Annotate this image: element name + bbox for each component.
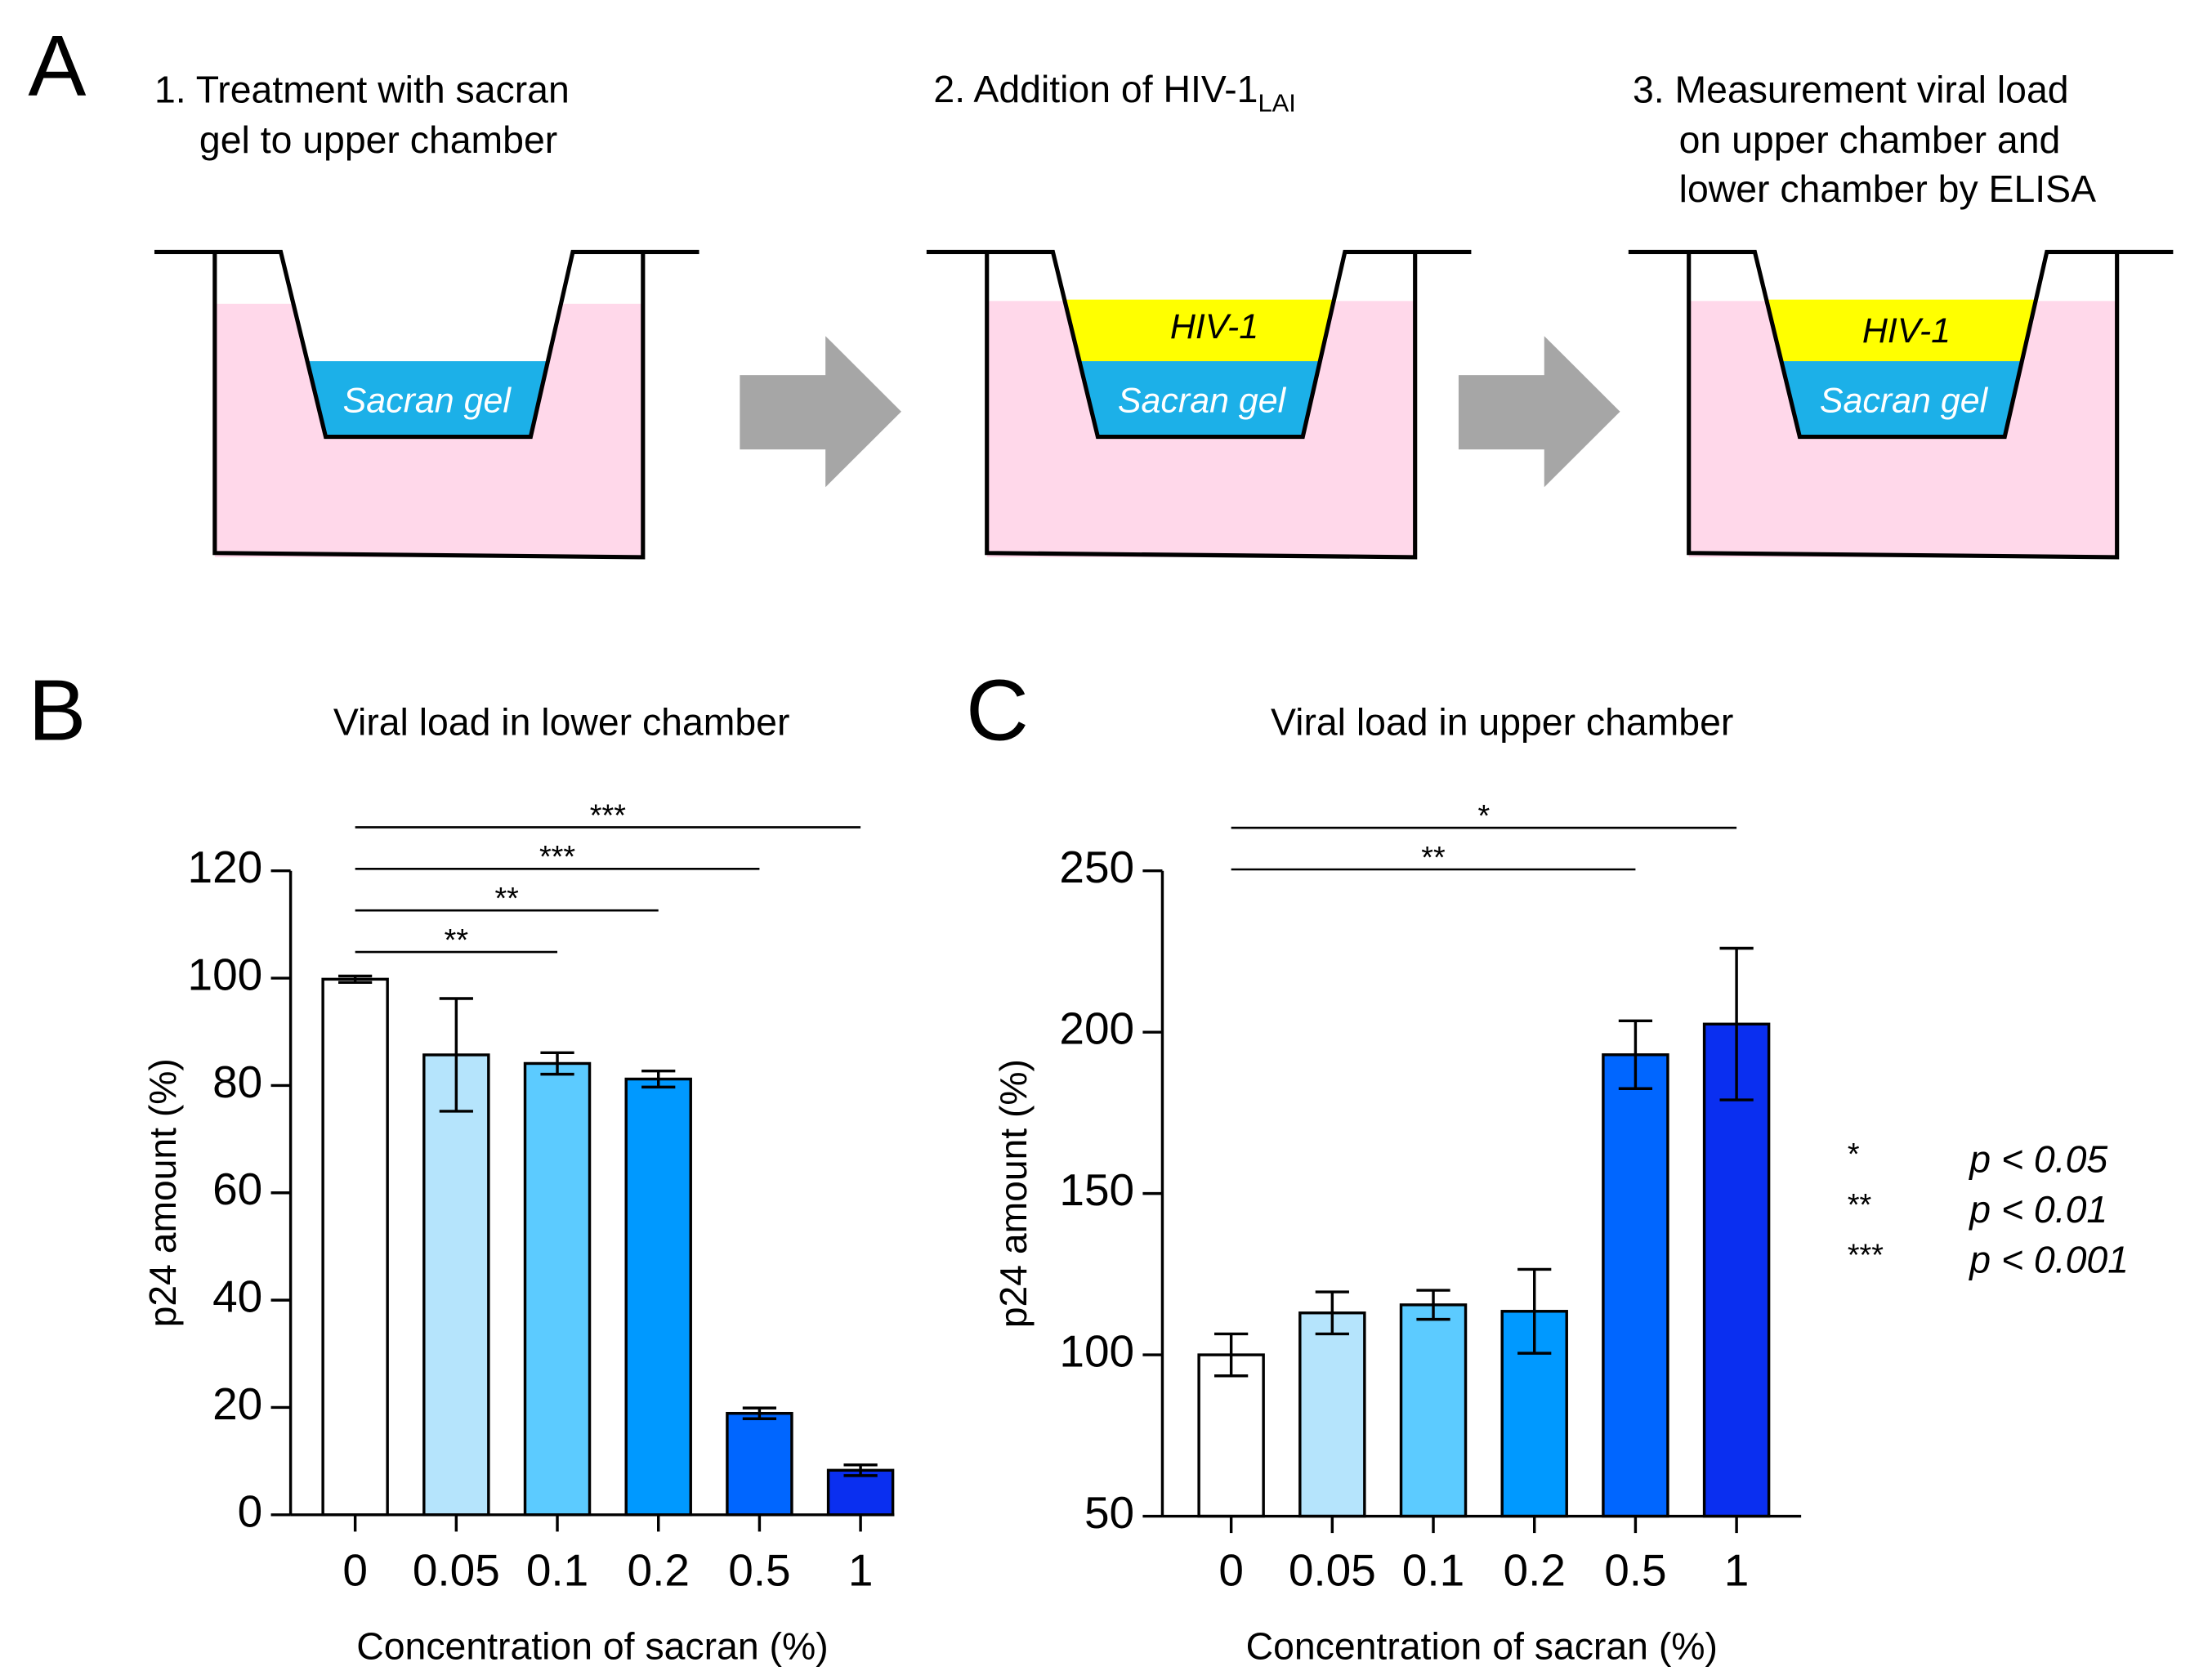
virus-label: HIV-1 [1170,307,1258,346]
panel-label: C [966,661,1029,758]
bar [1197,1353,1265,1518]
y-tick-label: 50 [1084,1487,1134,1538]
significance-label: *** [590,798,626,832]
well: Sacran gel [154,249,699,560]
x-tick-label: 0.2 [1504,1544,1566,1595]
arrow [740,336,901,488]
significance-label: ** [445,923,469,957]
y-tick-label: 250 [1059,842,1134,892]
x-tick-label: 0.05 [413,1544,500,1595]
y-tick-label: 0 [238,1486,263,1536]
gel-label: Sacran gel [1118,382,1287,421]
virus-layer [1754,299,2047,362]
well-outline [212,252,646,560]
y-axis-title: p24 amount (%) [141,1058,184,1327]
x-tick-label: 0.1 [526,1544,588,1595]
y-tick-label: 120 [188,842,263,892]
y-tick-label: 200 [1059,1003,1134,1054]
bar [726,1411,793,1517]
virus-layer [1053,299,1345,362]
x-tick-label: 0.5 [728,1544,790,1595]
bar [523,1061,592,1517]
step-subscript: LAI [1258,89,1295,118]
y-tick-label: 60 [212,1164,262,1214]
x-tick-label: 0 [342,1544,368,1595]
x-tick-label: 0 [1218,1544,1244,1595]
legend-text: p < 0.01 [1968,1188,2107,1231]
step-text: 1. Treatment with sacran [154,68,570,110]
significance-label: ** [494,881,519,915]
x-tick-label: 0.5 [1604,1544,1666,1595]
step-text: lower chamber by ELISA [1679,168,2096,210]
bar [321,977,389,1517]
well-outline [1687,252,2120,560]
significance-label: ** [1421,840,1446,874]
gel-label: Sacran gel [1820,382,1989,421]
insert-outline [1628,249,2174,440]
legend-stars: * [1848,1137,1860,1171]
x-tick-label: 0.1 [1402,1544,1464,1595]
gel [1053,361,1345,437]
x-tick-label: 0.2 [628,1544,690,1595]
legend-text: p < 0.05 [1968,1137,2107,1180]
bar [422,1053,490,1517]
gel-label: Sacran gel [343,382,512,421]
y-tick-label: 40 [212,1271,262,1322]
y-tick-label: 150 [1059,1164,1134,1215]
x-tick-label: 1 [848,1544,874,1595]
bar [1399,1303,1468,1518]
significance-label: *** [539,839,575,874]
well: HIV-1 Sacran gel [1628,249,2174,560]
x-axis-title: Concentration of sacran (%) [356,1625,828,1668]
step-text: 3. Measurement viral load [1633,68,2069,110]
x-axis-title: Concentration of sacran (%) [1246,1625,1718,1668]
panel-label: A [28,17,86,114]
gel [1754,361,2047,437]
insert-outline [154,249,699,440]
y-tick-label: 20 [212,1378,262,1429]
arrow [1458,336,1620,488]
bar [624,1077,692,1517]
bar [1298,1311,1366,1518]
legend-stars: *** [1848,1238,1884,1272]
significance-label: * [1478,798,1491,833]
x-tick-label: 0.05 [1289,1544,1376,1595]
y-tick-label: 100 [188,949,263,1000]
step-text: 2. Addition of HIV-1LAI [933,68,1295,117]
legend-stars: ** [1848,1187,1872,1222]
well-outline [985,252,1418,560]
y-tick-label: 80 [212,1057,262,1107]
x-tick-label: 1 [1724,1544,1750,1595]
step-text: on upper chamber and [1679,118,2061,161]
chart-title: Viral load in upper chamber [1271,701,1733,744]
y-tick-label: 100 [1059,1326,1134,1377]
insert-outline [926,249,1472,440]
bar [1602,1053,1669,1518]
panel-label: B [28,661,86,758]
y-axis-title: p24 amount (%) [992,1059,1035,1328]
chart-title: Viral load in lower chamber [333,701,789,744]
step-text: gel to upper chamber [199,118,557,161]
gel [280,361,573,437]
well: HIV-1 Sacran gel [926,249,1472,560]
virus-label: HIV-1 [1862,311,1951,351]
legend-text: p < 0.001 [1968,1239,2129,1281]
step-text-main: 2. Addition of HIV-1 [933,68,1258,110]
